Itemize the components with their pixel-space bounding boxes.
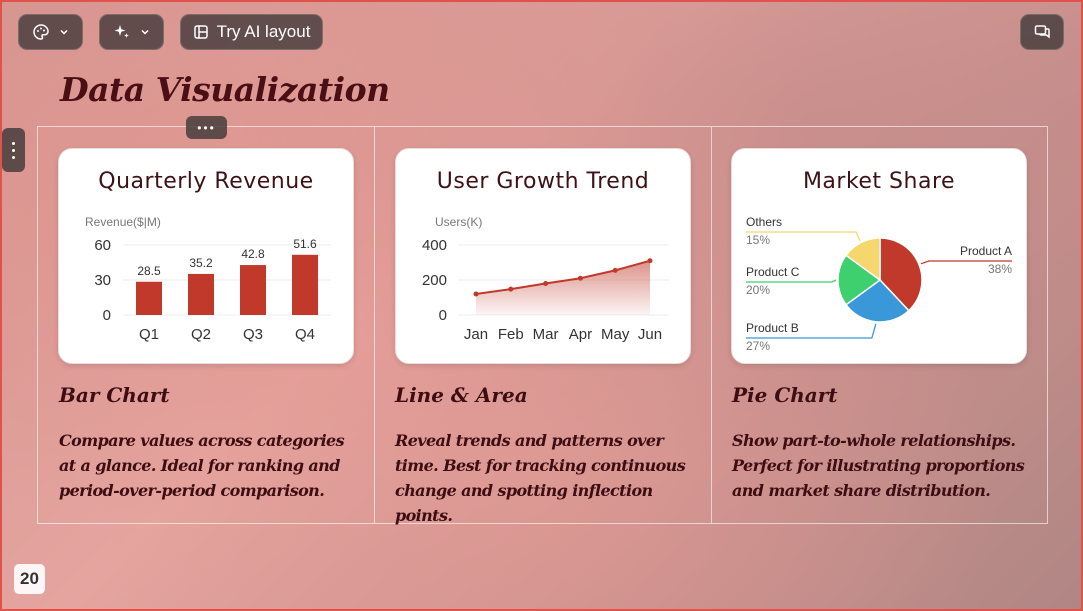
data-label: 51.6 [293, 237, 317, 251]
series-line [475, 259, 651, 295]
data-point [647, 258, 653, 264]
column-description[interactable]: Show part-to-whole relationships. Perfec… [732, 431, 1025, 500]
leader-line [746, 279, 837, 283]
palette-icon [32, 24, 49, 40]
y-tick-label: 30 [94, 272, 111, 289]
bar [188, 273, 214, 315]
block-drag-handle[interactable]: ••• [186, 116, 227, 139]
y-tick-label: 60 [94, 237, 111, 254]
data-point [508, 286, 514, 292]
chart-title: Quarterly Revenue [98, 169, 314, 194]
y-tick-label: 0 [103, 307, 111, 324]
x-tick-label: May [601, 326, 630, 343]
line-chart-card[interactable]: User Growth Trend Users(K) 400 200 0 Jan Feb M… [395, 148, 691, 364]
column-divider [711, 127, 712, 523]
comments-button[interactable] [1020, 14, 1064, 50]
bar-chart: Revenue($|M) 60 30 0 28.5 Q1 35.2 Q2 42.8 Q3 51.6 Q… [85, 215, 331, 343]
data-label: 35.2 [189, 256, 213, 270]
x-tick-label: Jun [638, 326, 662, 343]
x-tick-label: Q2 [191, 326, 211, 343]
pie-chart: Product A 38% Product B 27% Product C 20% Othe… [746, 215, 1012, 353]
theme-button[interactable] [18, 14, 83, 50]
pie-slice [837, 254, 882, 306]
x-tick-label: Jan [464, 326, 488, 343]
comment-icon [1034, 25, 1050, 39]
try-ai-layout-button[interactable]: Try AI layout [180, 14, 323, 50]
column-divider [374, 127, 375, 523]
chevron-down-icon [140, 29, 149, 35]
pie-chart-card[interactable]: Market Share Product A 38% Product B 27% Pro… [731, 148, 1027, 364]
slice-name-label: Product B [746, 321, 799, 335]
slice-value-label: 38% [988, 262, 1012, 276]
try-ai-layout-label: Try AI layout [216, 22, 311, 41]
side-drag-handle[interactable] [2, 128, 25, 172]
slice-name-label: Product A [960, 244, 1012, 258]
x-tick-label: Mar [533, 326, 559, 343]
column-heading[interactable]: Bar Chart [59, 383, 170, 407]
x-tick-label: Q4 [295, 326, 315, 343]
chart-title: User Growth Trend [436, 169, 650, 194]
page-number: 20 [14, 564, 45, 594]
bar-chart-card[interactable]: Quarterly Revenue Revenue($|M) 60 30 0 28.5 Q… [58, 148, 354, 364]
pie-slice [879, 237, 923, 312]
x-tick-label: Q3 [243, 326, 263, 343]
data-label: 28.5 [137, 264, 161, 278]
y-tick-label: 200 [422, 272, 447, 289]
slice-name-label: Product C [746, 265, 800, 279]
layout-icon [193, 25, 208, 39]
area-fill [476, 260, 650, 315]
leader-line [746, 231, 861, 242]
column-heading[interactable]: Line & Area [395, 383, 528, 407]
slide-title[interactable]: Data Visualization [60, 70, 390, 109]
slice-value-label: 20% [746, 283, 770, 297]
y-axis-label: Revenue($|M) [85, 215, 161, 229]
ai-magic-button[interactable] [99, 14, 164, 50]
pie-slice [844, 279, 910, 323]
bar [240, 265, 266, 315]
bar [292, 254, 318, 315]
pie-slice [844, 237, 881, 282]
data-point [543, 281, 549, 286]
chevron-down-icon [59, 29, 68, 35]
x-tick-label: Feb [498, 326, 524, 343]
area-chart: Users(K) 400 200 0 Jan Feb Mar Apr May Jun [422, 215, 669, 343]
column-description[interactable]: Compare values across categories at a gl… [59, 431, 345, 500]
column-heading[interactable]: Pie Chart [732, 383, 838, 407]
x-tick-label: Apr [569, 326, 592, 343]
leader-line [920, 260, 1012, 265]
content-grid [37, 126, 1048, 524]
sparkles-icon [114, 25, 129, 38]
data-label: 42.8 [241, 247, 265, 261]
leader-line [746, 323, 877, 339]
slice-name-label: Others [746, 215, 782, 229]
data-point [473, 291, 479, 297]
data-point [612, 267, 618, 273]
y-tick-label: 400 [422, 237, 447, 254]
y-tick-label: 0 [439, 307, 447, 324]
slice-value-label: 27% [746, 339, 770, 353]
column-description[interactable]: Reveal trends and patterns over time. Be… [395, 431, 686, 525]
chart-title: Market Share [802, 169, 956, 194]
data-point [577, 275, 583, 281]
bar [136, 281, 162, 315]
x-tick-label: Q1 [139, 326, 159, 343]
y-axis-label: Users(K) [435, 215, 482, 229]
slice-value-label: 15% [746, 233, 770, 247]
